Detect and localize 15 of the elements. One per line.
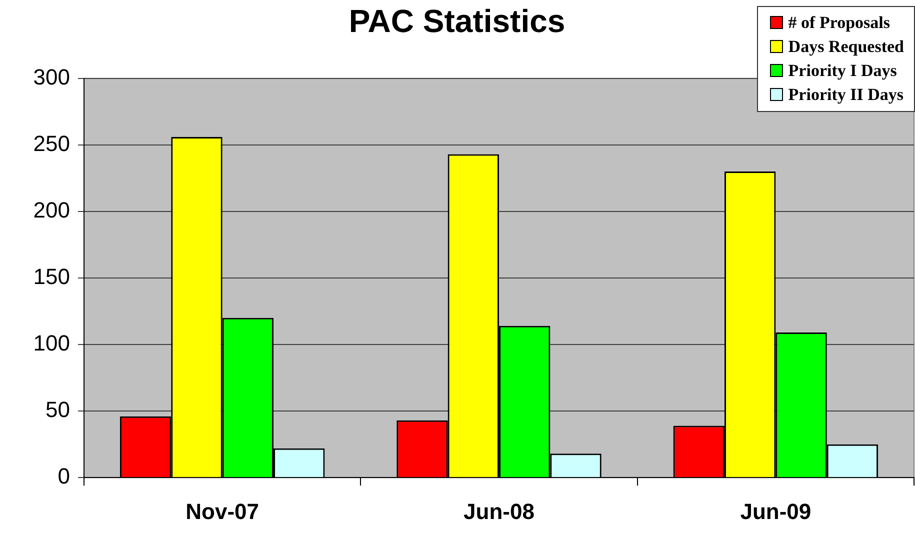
y-tick-label: 50 [46,397,70,422]
chart-title: PAC Statistics [348,3,566,40]
legend-label: Priority II Days [787,84,904,106]
x-tick-label: Jun-08 [464,498,534,524]
legend-label: Days Requested [787,36,904,58]
y-tick-label: 150 [33,264,70,290]
legend-label: Priority I Days [787,60,898,82]
y-tick-label: 100 [33,330,70,356]
y-tick-label: 250 [33,130,70,156]
legend-label: # of Proposals [787,12,891,34]
y-tick-label: 300 [33,64,70,90]
x-tick-label: Jun-09 [740,498,812,524]
y-tick-label: 0 [58,464,70,489]
y-tick-label: 200 [33,198,70,223]
x-tick-label: Nov-07 [186,498,260,524]
